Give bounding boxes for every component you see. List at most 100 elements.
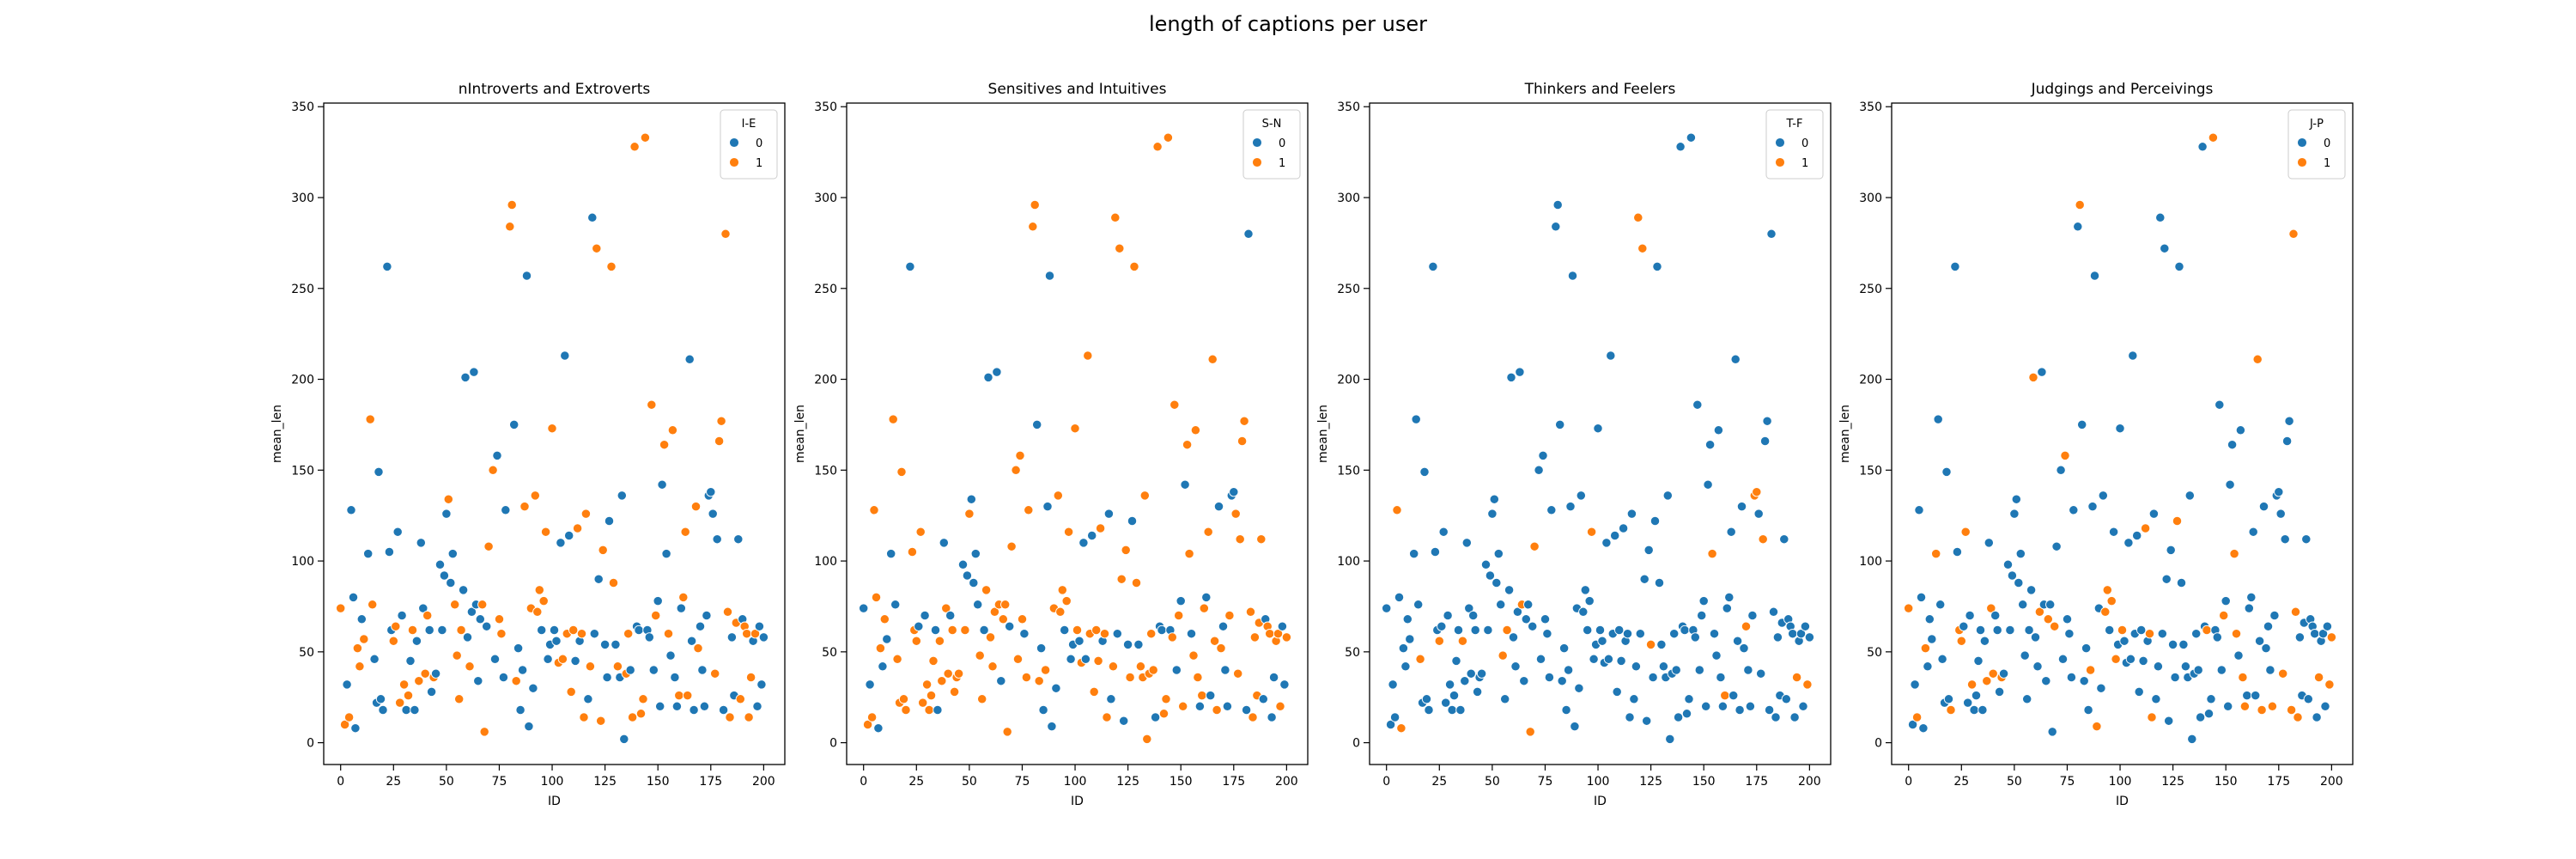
data-point-class-1 — [407, 624, 418, 636]
legend-label: 0 — [756, 137, 762, 150]
data-point-class-1 — [530, 490, 540, 501]
legend-label: 1 — [1801, 157, 1808, 170]
data-point-class-0 — [1180, 479, 1190, 490]
data-point-class-1 — [1121, 545, 1131, 556]
data-point-class-0 — [473, 676, 483, 686]
data-point-class-0 — [1978, 704, 1988, 716]
data-point-class-1 — [1203, 527, 1213, 537]
data-point-class-0 — [2294, 632, 2306, 643]
data-point-class-1 — [355, 661, 365, 672]
data-point-class-0 — [1779, 534, 1789, 545]
x-tick-label: 100 — [1064, 775, 1087, 789]
data-point-class-0 — [1610, 530, 1620, 541]
data-point-class-0 — [2303, 694, 2313, 704]
data-point-class-0 — [551, 636, 562, 646]
data-point-class-0 — [973, 600, 983, 610]
data-point-class-1 — [572, 523, 583, 533]
x-tick-label: 150 — [647, 775, 670, 789]
data-point-class-0 — [2155, 212, 2166, 222]
data-point-class-1 — [2085, 665, 2096, 675]
data-point-class-0 — [501, 505, 511, 515]
data-point-class-0 — [1504, 585, 1515, 595]
data-point-class-1 — [638, 694, 648, 704]
data-point-class-1 — [1212, 704, 1222, 716]
data-point-class-0 — [1698, 595, 1709, 606]
data-point-class-1 — [744, 712, 754, 722]
data-point-class-0 — [356, 614, 367, 624]
data-point-class-1 — [2102, 585, 2112, 595]
data-point-class-1 — [1158, 709, 1170, 719]
data-point-class-1 — [483, 541, 494, 551]
data-point-class-0 — [611, 639, 621, 650]
y-tick-label: 0 — [829, 737, 837, 751]
data-point-class-1 — [1028, 222, 1038, 232]
data-point-class-0 — [2119, 636, 2129, 646]
x-tick-label: 200 — [752, 775, 775, 789]
legend: T-F 0 1 — [1765, 109, 1824, 180]
data-point-class-0 — [513, 643, 524, 654]
data-point-class-0 — [593, 574, 604, 584]
data-point-class-0 — [1544, 672, 1555, 683]
x-axis-label: ID — [1594, 795, 1607, 808]
data-point-class-0 — [2223, 701, 2233, 711]
data-point-class-0 — [1580, 585, 1590, 595]
data-point-class-1 — [2075, 199, 2085, 210]
data-point-class-0 — [1521, 614, 1531, 624]
data-point-class-0 — [1186, 629, 1197, 639]
data-point-class-0 — [2244, 603, 2254, 613]
y-tick-label: 50 — [822, 646, 837, 660]
data-point-class-0 — [752, 701, 762, 711]
data-point-class-1 — [511, 676, 521, 686]
data-point-class-0 — [1629, 694, 1639, 704]
data-point-class-1 — [2326, 632, 2337, 643]
subplot-title: Sensitives and Intuitives — [988, 81, 1167, 98]
data-point-class-1 — [901, 704, 911, 716]
data-point-class-0 — [1382, 603, 1392, 613]
x-tick-label: 125 — [2161, 775, 2184, 789]
data-point-class-0 — [1654, 577, 1665, 588]
y-tick-label: 300 — [1859, 192, 1882, 205]
data-point-class-1 — [477, 600, 488, 610]
data-point-class-0 — [1927, 634, 1937, 644]
data-point-class-0 — [1933, 414, 1943, 424]
data-points — [1904, 132, 2337, 745]
data-point-class-1 — [1178, 701, 1188, 711]
data-point-class-0 — [1756, 668, 1766, 679]
data-point-class-0 — [1542, 629, 1552, 639]
data-point-class-0 — [416, 538, 426, 548]
data-point-class-1 — [1236, 436, 1248, 447]
data-point-class-0 — [665, 650, 676, 661]
data-point-class-1 — [1139, 490, 1150, 501]
data-point-class-1 — [2219, 610, 2229, 621]
data-point-class-0 — [397, 610, 407, 621]
y-axis-label: mean_len — [1316, 405, 1330, 463]
data-point-class-0 — [1466, 668, 1476, 679]
data-point-class-1 — [1249, 632, 1261, 643]
data-point-class-0 — [933, 704, 943, 716]
legend-label: 0 — [2324, 137, 2330, 150]
data-point-class-0 — [1574, 683, 1584, 693]
data-point-class-0 — [441, 509, 452, 519]
data-point-class-1 — [2043, 614, 2053, 624]
data-point-class-0 — [375, 694, 386, 704]
data-point-class-0 — [1601, 538, 1612, 548]
data-point-class-0 — [1485, 570, 1496, 581]
data-point-class-0 — [1243, 228, 1254, 239]
legend-title: J-P — [2309, 118, 2324, 131]
data-point-class-0 — [1992, 624, 2002, 636]
data-point-class-0 — [1606, 350, 1616, 361]
data-point-class-1 — [1083, 350, 1093, 361]
data-point-class-0 — [2024, 624, 2034, 636]
data-point-class-0 — [2203, 709, 2215, 719]
data-point-class-0 — [2187, 734, 2197, 745]
data-point-class-0 — [564, 530, 574, 541]
data-point-class-0 — [1971, 690, 1982, 701]
data-point-class-0 — [1603, 654, 1614, 664]
data-point-class-1 — [2106, 595, 2117, 606]
data-point-class-0 — [1437, 621, 1447, 631]
data-point-class-0 — [706, 487, 716, 497]
data-point-class-1 — [1146, 629, 1157, 639]
data-point-class-0 — [1388, 679, 1398, 690]
